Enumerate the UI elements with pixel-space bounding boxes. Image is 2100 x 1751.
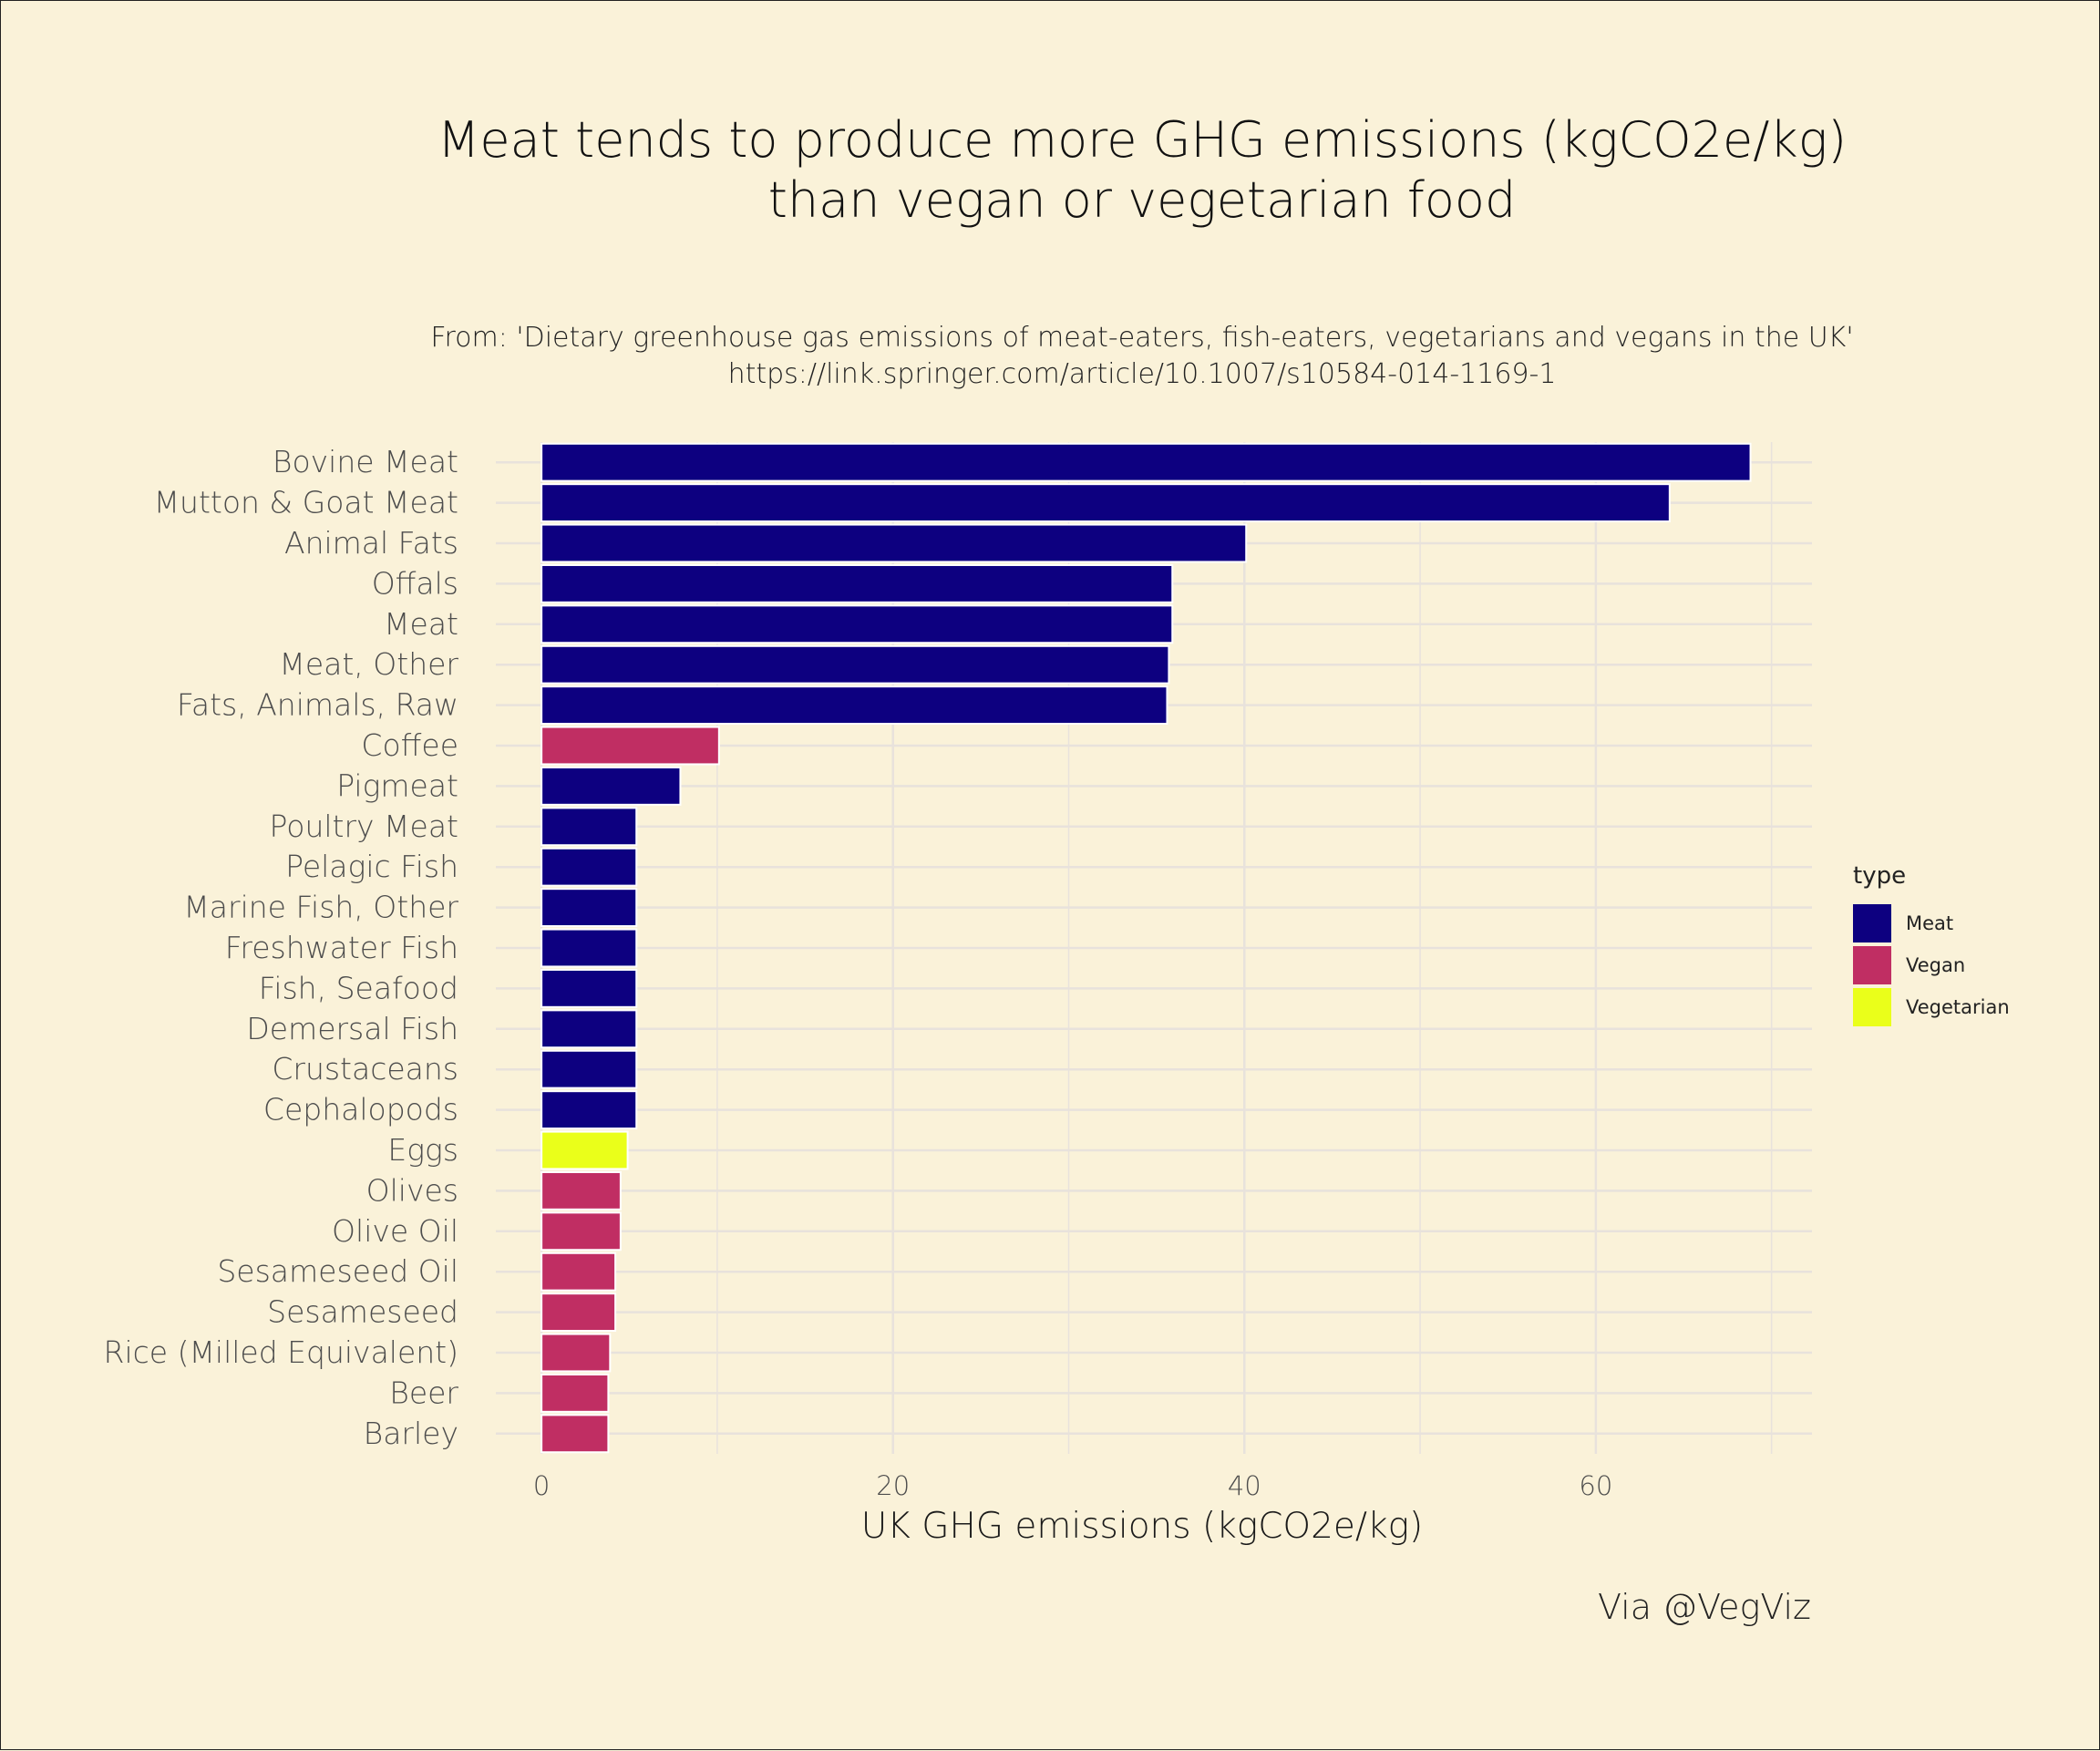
- x-axis-label: UK GHG emissions (kgCO2e/kg): [861, 1506, 1424, 1547]
- bar: [540, 685, 1168, 726]
- y-tick-label: Sesameseed Oil: [217, 1253, 458, 1289]
- y-tick-label: Crustaceans: [272, 1051, 458, 1087]
- legend: type Meat Vegan Vegetarian: [1853, 862, 2010, 1028]
- y-tick-label: Pelagic Fish: [285, 849, 458, 884]
- legend-label-vegetarian: Vegetarian: [1906, 996, 2010, 1018]
- y-tick-label: Offals: [372, 565, 458, 601]
- y-tick-label: Cephalopods: [263, 1092, 458, 1128]
- y-tick-label: Sesameseed: [267, 1294, 458, 1330]
- y-tick-label: Olives: [366, 1172, 458, 1208]
- bar: [540, 888, 638, 928]
- legend-swatch-vegetarian: [1853, 988, 1891, 1026]
- bar: [540, 442, 1752, 482]
- y-tick-label: Marine Fish, Other: [183, 890, 458, 925]
- bar: [540, 604, 1174, 644]
- bar: [540, 1293, 617, 1333]
- chart-subtitle: From: 'Dietary greenhouse gas emissions …: [1, 320, 2100, 393]
- legend-item-vegan: Vegan: [1853, 944, 2010, 986]
- legend-label-meat: Meat: [1906, 912, 1954, 934]
- bar: [540, 1049, 638, 1089]
- bar: [540, 1090, 638, 1130]
- chart-subtitle-line-1: From: 'Dietary greenhouse gas emissions …: [430, 322, 1854, 354]
- legend-label-vegan: Vegan: [1906, 954, 1966, 976]
- x-axis-ticks: 0 20 40 60: [533, 1470, 1612, 1501]
- y-tick-label: Meat, Other: [279, 646, 458, 682]
- bar: [540, 483, 1671, 523]
- y-tick-label: Fats, Animals, Raw: [177, 687, 458, 723]
- bar: [540, 726, 720, 766]
- y-tick-label: Coffee: [361, 727, 458, 763]
- x-tick-label: 40: [1228, 1470, 1261, 1501]
- y-tick-label: Pigmeat: [336, 767, 458, 803]
- bar: [540, 523, 1248, 563]
- y-tick-label: Olive Oil: [332, 1213, 458, 1249]
- y-tick-label: Mutton & Goat Meat: [154, 485, 458, 520]
- bar: [540, 807, 638, 847]
- bar: [540, 563, 1174, 603]
- bar: [540, 1170, 622, 1210]
- y-tick-label: Meat: [384, 606, 458, 642]
- y-tick-label: Eggs: [387, 1132, 458, 1168]
- bar: [540, 1333, 612, 1373]
- bar: [540, 968, 638, 1008]
- x-tick-label: 60: [1579, 1470, 1612, 1501]
- y-tick-label: Beer: [389, 1375, 458, 1410]
- bar: [540, 1251, 617, 1292]
- chart-title: Meat tends to produce more GHG emissions…: [1, 110, 2100, 231]
- y-tick-label: Fish, Seafood: [259, 970, 458, 1005]
- y-tick-label: Poultry Meat: [270, 809, 458, 844]
- bar: [540, 1009, 638, 1049]
- legend-item-meat: Meat: [1853, 902, 2010, 944]
- bar: [540, 644, 1170, 685]
- y-tick-label: Freshwater Fish: [225, 930, 458, 965]
- bar: [540, 847, 638, 887]
- y-tick-label: Rice (Milled Equivalent): [104, 1334, 458, 1370]
- legend-title: type: [1853, 862, 1907, 890]
- y-tick-label: Barley: [364, 1416, 458, 1451]
- legend-swatch-meat: [1853, 904, 1891, 942]
- y-tick-label: Bovine Meat: [273, 444, 458, 479]
- chart-subtitle-line-2: https://link.springer.com/article/10.100…: [727, 358, 1557, 390]
- legend-swatch-vegan: [1853, 946, 1891, 984]
- y-tick-label: Animal Fats: [284, 525, 458, 561]
- bar: [540, 766, 682, 806]
- bar: [540, 1414, 610, 1454]
- chart-caption: Via @VegViz: [1598, 1587, 1811, 1627]
- chart-title-line-2: than vegan or vegetarian food: [767, 171, 1517, 229]
- legend-item-vegetarian: Vegetarian: [1853, 986, 2010, 1028]
- bar: [540, 1130, 629, 1170]
- chart-title-line-1: Meat tends to produce more GHG emissions…: [437, 111, 1848, 169]
- x-tick-label: 0: [533, 1470, 550, 1501]
- x-tick-label: 20: [876, 1470, 910, 1501]
- y-tick-label: Demersal Fish: [246, 1011, 458, 1046]
- bar: [540, 1373, 610, 1413]
- bar: [540, 1211, 622, 1251]
- y-axis-labels: Bovine Meat Mutton & Goat Meat Animal Fats…: [104, 444, 459, 1451]
- bars: [540, 442, 1752, 1454]
- bar: [540, 928, 638, 968]
